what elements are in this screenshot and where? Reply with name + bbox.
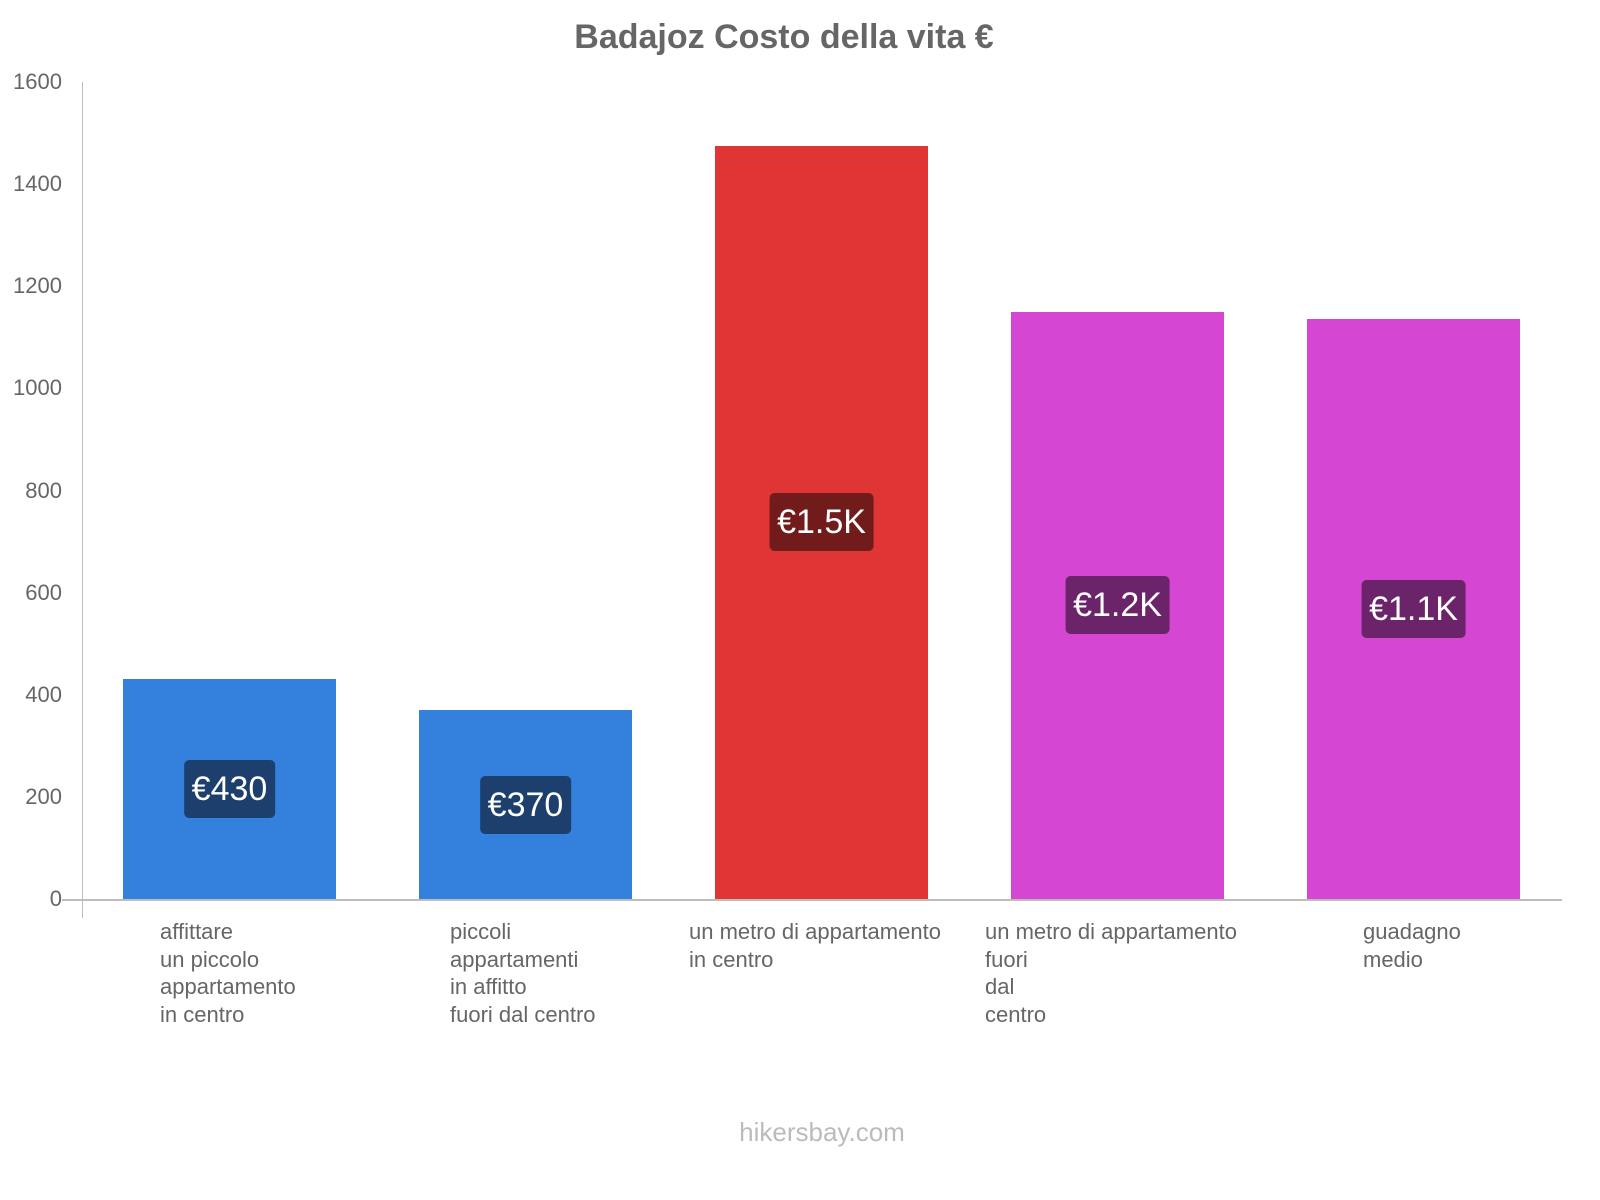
y-axis-line [82,82,83,918]
x-tick-label: un metro di appartamento in centro [689,918,941,973]
x-tick-label-line: in affitto [450,974,527,999]
y-tick-label: 0 [49,886,62,911]
bar-value-label: €430 [183,760,276,819]
x-tick-label-line: fuori dal centro [450,1001,596,1027]
x-tick-label: guadagno medio [1363,918,1461,973]
y-tick-label: 200 [25,783,62,809]
x-tick-label: affittare un piccolo appartamento in centro [160,918,296,1028]
bar-value-label: €1.5K [769,493,874,552]
bar-value-label: €1.2K [1065,576,1170,635]
x-tick-label-line: fuori [985,946,1028,972]
x-tick-label: piccoli appartamenti in affitto fuori dal c… [450,918,596,1028]
x-tick-label-line: medio [1363,946,1423,972]
x-tick-label-line: appartamenti [450,946,579,972]
x-tick-label-line: in centro [689,946,774,972]
y-tick-label: 600 [25,579,62,605]
x-tick-label-line: piccoli [450,919,512,944]
x-tick-label-line: dal [985,974,1015,999]
chart-title: Badajoz Costo della vita € [574,18,994,56]
x-tick-label-line: centro [985,1001,1047,1027]
x-tick-label-line: un piccolo [160,946,260,972]
bar-value-label: €1.1K [1361,580,1466,639]
x-tick-label-line: un metro di appartamento [985,919,1237,944]
y-tick-label: 1000 [13,375,62,401]
bar[interactable]: €1.5K [715,145,928,899]
x-tick-label: un metro di appartamento fuori dal centro [985,918,1237,1028]
watermark: hikersbay.com [739,1117,905,1147]
y-tick-label: 1400 [13,171,62,197]
bar[interactable]: €430 [123,679,336,899]
bar[interactable]: €370 [419,710,632,899]
x-tick-label-line: un metro di appartamento [689,919,941,944]
y-tick-label: 1600 [13,69,62,94]
x-axis-line [62,899,1562,901]
x-tick-label-line: appartamento [160,974,296,999]
y-tick-label: 400 [25,681,62,707]
x-tick-label-line: affittare [160,919,233,944]
y-tick-label: 1200 [13,273,62,299]
bar-value-label: €370 [479,775,572,834]
y-tick-label: 800 [25,477,62,503]
bar[interactable]: €1.2K [1011,311,1224,899]
x-tick-label-line: in centro [160,1001,245,1027]
bar[interactable]: €1.1K [1307,319,1520,899]
x-tick-label-line: guadagno [1363,919,1461,944]
